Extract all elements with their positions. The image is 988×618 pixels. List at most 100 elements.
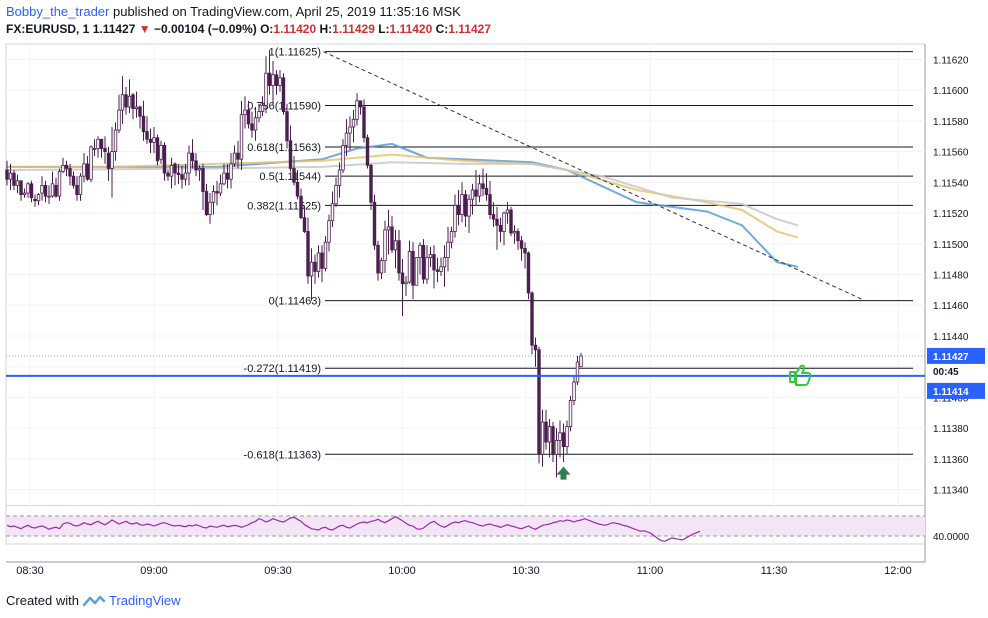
author-link[interactable]: Bobby_the_trader <box>6 4 110 19</box>
candle-body <box>400 272 405 285</box>
candle-body <box>246 109 251 125</box>
candle-body <box>183 172 188 180</box>
rsi-band <box>6 516 925 536</box>
candle-body <box>145 131 149 140</box>
candle-body <box>127 95 132 108</box>
candle-body <box>218 183 223 194</box>
rsi-line <box>6 516 701 542</box>
candle-body <box>194 160 198 171</box>
candle-body <box>530 292 534 346</box>
candle-body <box>120 94 125 111</box>
candle-body <box>467 198 471 217</box>
candle-body <box>554 440 559 455</box>
x-tick-label: 10:00 <box>388 565 416 577</box>
tradingview-brand-link[interactable]: TradingView <box>108 593 181 608</box>
candle-body <box>421 244 426 280</box>
candle-body <box>281 77 286 113</box>
candle-body <box>498 224 503 232</box>
candle-body <box>190 152 195 162</box>
candle-body <box>5 169 9 180</box>
candle-body <box>232 152 237 165</box>
candle-body <box>477 183 482 197</box>
fib-level-label: 0.5(1.11544) <box>259 171 321 183</box>
candle-body <box>15 180 20 186</box>
candle-body <box>512 231 517 234</box>
candle-body <box>278 77 282 86</box>
candle-body <box>85 163 90 180</box>
candle-body <box>257 111 261 119</box>
candle-body <box>54 184 58 197</box>
published-text: published on TradingView.com, April 25, … <box>112 4 461 19</box>
candle-body <box>362 106 366 139</box>
symbol-label: FX:EURUSD, 1 <box>6 22 90 36</box>
rsi-level-label: 40.0000 <box>933 532 970 543</box>
candle-body <box>173 163 177 174</box>
last-price: 1.11427 <box>92 22 136 36</box>
candle-body <box>313 261 317 272</box>
candle-body <box>425 257 429 280</box>
candle-body <box>481 183 485 189</box>
candle-body <box>148 138 153 143</box>
candle-body <box>64 164 69 169</box>
candle-body <box>50 183 55 197</box>
candle-body <box>460 194 464 215</box>
candle-body <box>229 163 233 180</box>
candle-body <box>225 172 230 180</box>
candle-body <box>176 172 181 176</box>
candle-body <box>355 100 359 120</box>
candle-body <box>162 145 167 174</box>
low-label: L: <box>378 22 390 36</box>
candle-body <box>439 266 443 272</box>
candle-body <box>302 217 307 232</box>
candle-body <box>117 109 121 131</box>
up-arrow-icon <box>556 466 571 480</box>
candle-body <box>351 118 356 128</box>
fib-level-label: -0.272(1.11419) <box>244 363 321 375</box>
candle-body <box>250 123 254 131</box>
candle-body <box>215 191 219 194</box>
candle-body <box>453 204 457 232</box>
candle-body <box>89 146 93 180</box>
candle-body <box>568 400 573 428</box>
x-tick-label: 10:30 <box>512 565 540 577</box>
candle-body <box>551 426 555 455</box>
candle-body <box>316 252 321 272</box>
candle-body <box>502 212 506 232</box>
candle-body <box>411 251 415 286</box>
candle-body <box>540 421 545 455</box>
down-triangle-icon: ▼ <box>138 22 151 36</box>
candle-body <box>358 100 363 108</box>
candle-body <box>138 106 142 117</box>
candle-body <box>428 254 433 258</box>
candle-body <box>505 209 510 214</box>
y-tick-label: 1.11580 <box>933 117 969 128</box>
price-chart[interactable]: 1(1.11625)0.786(1.11590)0.618(1.11563)0.… <box>0 0 988 588</box>
tradingview-logo-icon <box>82 595 105 606</box>
candle-body <box>36 194 41 202</box>
candle-body <box>393 240 398 251</box>
countdown-badge-text: 00:45 <box>933 367 959 378</box>
candle-body <box>166 172 170 177</box>
candle-body <box>12 172 16 186</box>
candle-body <box>523 247 527 254</box>
x-tick-label: 09:00 <box>140 565 168 577</box>
x-tick-label: 12:00 <box>884 565 912 577</box>
candle-body <box>99 138 104 149</box>
candle-body <box>299 195 303 219</box>
candle-body <box>159 145 163 160</box>
candle-body <box>155 137 160 162</box>
candle-body <box>33 198 37 202</box>
x-tick-label: 11:00 <box>637 565 664 577</box>
candle-body <box>519 240 524 249</box>
candle-body <box>26 183 30 194</box>
candle-body <box>474 189 478 197</box>
y-tick-label: 1.11520 <box>933 209 969 220</box>
candle-body <box>285 111 289 142</box>
footer: Created with TradingView <box>6 593 181 608</box>
y-tick-label: 1.11540 <box>933 178 969 189</box>
high-value: 1.11429 <box>332 22 375 36</box>
candle-body <box>386 226 391 231</box>
candle-body <box>113 129 118 152</box>
candle-body <box>239 114 244 160</box>
candle-body <box>82 163 86 177</box>
